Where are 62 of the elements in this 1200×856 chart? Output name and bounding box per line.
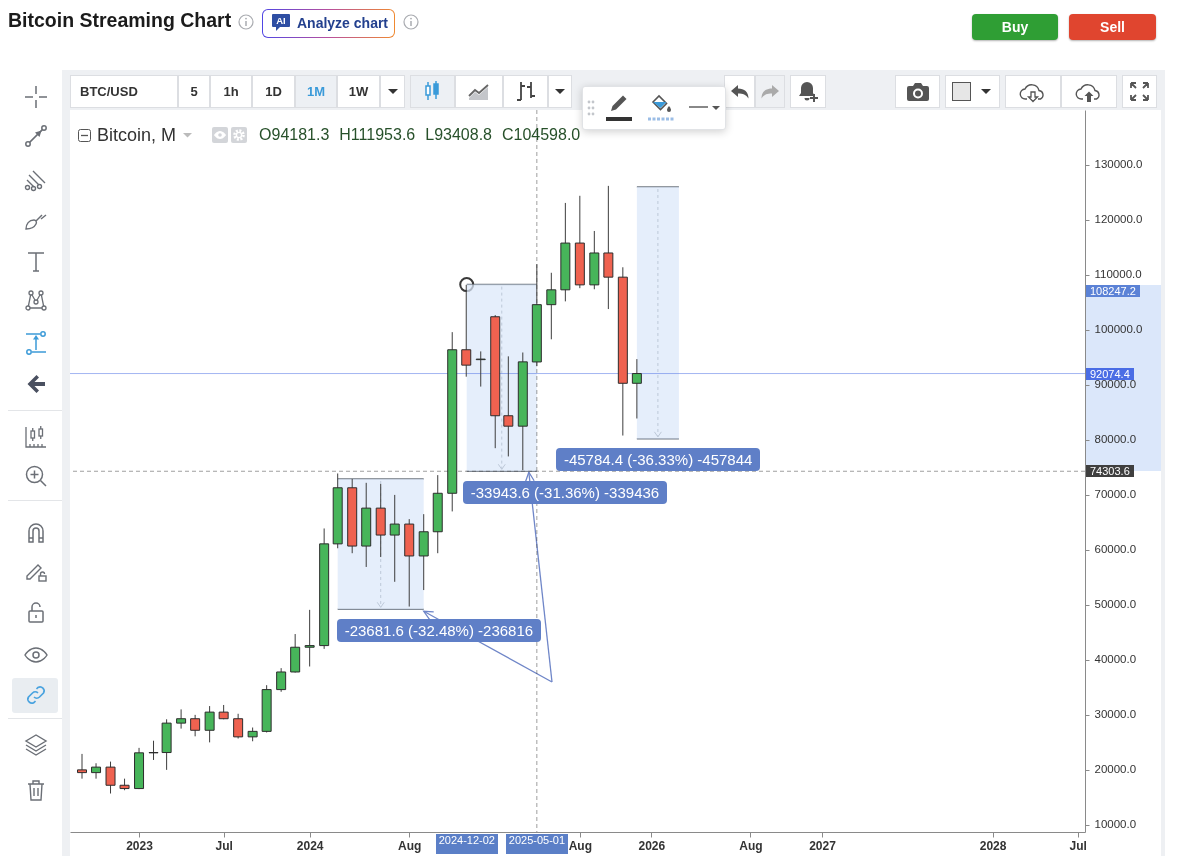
band-label: -33943.6 (-31.36%) -339436 bbox=[462, 480, 668, 504]
annotation: O94181.3 bbox=[259, 126, 330, 144]
speech-bubble-icon: AI bbox=[271, 13, 291, 32]
interval-tab: 1W bbox=[337, 75, 380, 108]
candlestick bbox=[546, 272, 557, 340]
interval-tab: 1h bbox=[210, 75, 252, 108]
interval-tab: 1D bbox=[252, 75, 295, 108]
candlestick bbox=[91, 762, 102, 780]
candlestick bbox=[304, 609, 315, 667]
x-tick-label: 2027 bbox=[809, 838, 837, 853]
y-tick-label: 110000.0 bbox=[1094, 268, 1142, 281]
y-tick-label: 30000.0 bbox=[1094, 708, 1137, 721]
text: 108247.2 bbox=[1086, 284, 1140, 297]
x-tick-label: Aug bbox=[568, 838, 592, 853]
x-tick-label: Aug bbox=[739, 838, 763, 853]
y-tick-label: 100000.0 bbox=[1094, 323, 1143, 336]
annotation: Bitcoin, M bbox=[97, 124, 177, 146]
chart-title: Bitcoin Streaming Chart bbox=[8, 9, 232, 32]
text: 2024-12-02 bbox=[435, 834, 498, 854]
candlestick bbox=[190, 714, 201, 737]
candlestick bbox=[389, 494, 400, 583]
candlestick bbox=[204, 705, 215, 743]
ref-line-label: 92074.4 bbox=[1086, 367, 1134, 380]
candlestick bbox=[233, 713, 244, 740]
y-tick-label: 50000.0 bbox=[1094, 598, 1137, 611]
candlestick bbox=[176, 708, 187, 730]
x-tick-label: 2028 bbox=[979, 838, 1007, 853]
candlestick bbox=[631, 358, 642, 419]
candlestick bbox=[276, 667, 287, 693]
x-tick-label: 2023 bbox=[126, 838, 154, 853]
band-label: -45784.4 (-36.33%) -457844 bbox=[555, 448, 761, 472]
annotation: L93408.8 bbox=[425, 126, 492, 144]
symbol-field: BTC/USD bbox=[70, 75, 178, 108]
annotation: C104598.0 bbox=[501, 126, 581, 144]
y-tick-label: 20000.0 bbox=[1094, 763, 1137, 776]
interval-tab: 5 bbox=[178, 75, 210, 108]
candlestick bbox=[77, 753, 88, 780]
x-tick-label: 2024 bbox=[296, 838, 324, 853]
y-tick-label: 70000.0 bbox=[1094, 488, 1137, 501]
y-tick-label: 80000.0 bbox=[1094, 433, 1137, 446]
candlestick bbox=[105, 761, 116, 795]
y-tick-label: 90000.0 bbox=[1094, 378, 1137, 391]
x-tick-label: Aug bbox=[398, 838, 422, 853]
candlestick bbox=[503, 355, 514, 457]
ref-line-label: 74303.6 bbox=[1086, 465, 1134, 478]
candlestick bbox=[475, 350, 486, 388]
annotation: H111953.6 bbox=[339, 126, 416, 144]
y-tick-label: 120000.0 bbox=[1094, 213, 1143, 226]
ai-button: AI Analyze chart bbox=[262, 9, 395, 38]
text: 2025-05-01 bbox=[505, 834, 569, 854]
y-tick-label: 130000.0 bbox=[1094, 158, 1143, 171]
candlestick bbox=[148, 740, 159, 761]
x-tick-label: Jul bbox=[215, 838, 233, 853]
x-tick-label: 2026 bbox=[638, 838, 666, 853]
interval-tab: 1M bbox=[295, 75, 337, 108]
buy-button: Buy bbox=[972, 14, 1058, 40]
x-tick-label: Jul bbox=[1069, 838, 1087, 853]
band-label: -23681.6 (-32.48%) -236816 bbox=[336, 618, 542, 642]
y-tick-label: 60000.0 bbox=[1094, 543, 1137, 556]
y-tick-label: 40000.0 bbox=[1094, 653, 1137, 666]
sell-button: Sell bbox=[1069, 14, 1156, 40]
y-tick-label: 10000.0 bbox=[1094, 818, 1137, 831]
